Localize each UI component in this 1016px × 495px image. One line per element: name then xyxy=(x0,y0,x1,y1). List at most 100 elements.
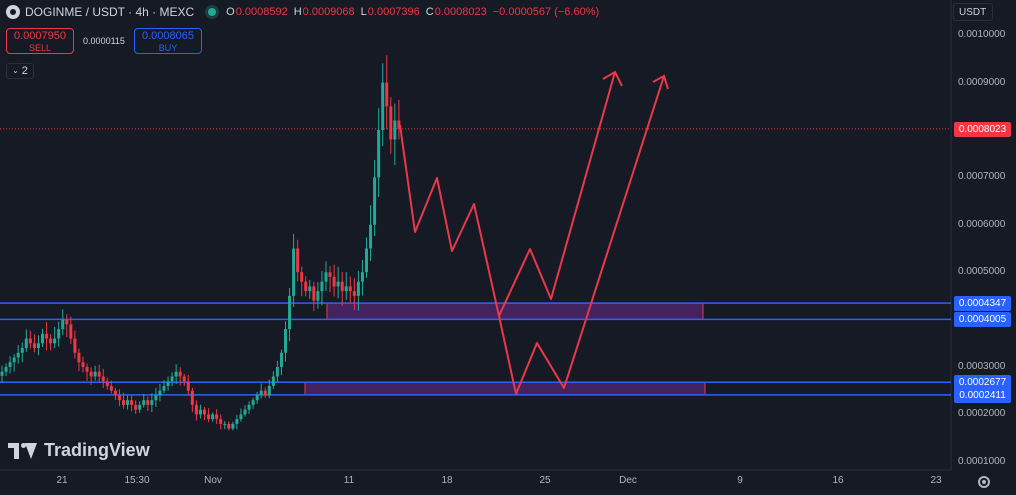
spread-value: 0.0000115 xyxy=(83,36,125,46)
close-key: C xyxy=(425,6,434,18)
trade-panel: 0.0007950 SELL 0.0000115 0.0008065 BUY xyxy=(6,28,202,54)
arrowhead-1 xyxy=(602,70,623,87)
candle xyxy=(267,385,271,396)
candle xyxy=(89,371,93,377)
candle xyxy=(227,423,231,429)
candle xyxy=(284,329,287,353)
candle xyxy=(182,376,186,382)
candle xyxy=(365,248,368,273)
candle xyxy=(194,404,198,415)
y-tick-label: 0.0003000 xyxy=(958,360,1006,372)
candle xyxy=(41,333,44,344)
candle xyxy=(373,177,377,225)
market-status-icon[interactable] xyxy=(208,8,217,16)
symbol-header: DOGINME / USDT · 4h · MEXC O0.0008592 H0… xyxy=(6,4,599,20)
candle xyxy=(4,366,8,372)
level-price-tag: 0.0002677 xyxy=(954,375,1011,391)
close-value: 0.0008023 xyxy=(434,6,487,18)
tradingview-logo-icon xyxy=(8,442,38,459)
sell-label: SELL xyxy=(28,43,52,53)
ohlc-values: O0.0008592 H0.0009068 L0.0007396 C0.0008… xyxy=(226,6,599,18)
candle xyxy=(211,414,215,420)
candle xyxy=(36,343,40,349)
gear-icon[interactable] xyxy=(978,476,990,488)
x-tick-label: 11 xyxy=(343,475,355,486)
sell-price: 0.0007950 xyxy=(14,30,66,42)
candle xyxy=(239,414,243,420)
candle xyxy=(85,366,89,372)
candle xyxy=(320,281,324,292)
candle xyxy=(69,324,73,339)
candle xyxy=(235,419,239,424)
candle xyxy=(77,352,81,363)
symbol-logo-icon xyxy=(6,5,20,19)
buy-button[interactable]: 0.0008065 BUY xyxy=(134,28,202,54)
upper-demand-zone xyxy=(326,302,704,320)
low-value: 0.0007396 xyxy=(367,6,420,18)
y-tick-label: 0.0006000 xyxy=(958,218,1006,230)
candle xyxy=(296,248,300,273)
candle xyxy=(113,390,117,396)
indicators-toggle-button[interactable]: ⌄ 2 xyxy=(6,63,34,79)
tradingview-logo[interactable]: TradingView xyxy=(8,440,150,461)
x-tick-label: Nov xyxy=(204,475,222,486)
candle xyxy=(20,348,24,353)
candle xyxy=(134,404,138,410)
candle xyxy=(332,276,336,287)
candle xyxy=(32,343,36,349)
currency-select[interactable]: USDT xyxy=(953,3,993,21)
candle xyxy=(207,414,211,420)
candle xyxy=(130,400,134,405)
candle xyxy=(304,281,308,292)
candle xyxy=(105,381,109,386)
candle xyxy=(186,381,190,391)
open-value: 0.0008592 xyxy=(235,6,288,18)
candle xyxy=(45,333,49,339)
candle xyxy=(352,291,356,296)
candle xyxy=(12,357,16,363)
candle xyxy=(16,352,20,358)
candle xyxy=(142,400,146,405)
x-tick-label: 15:30 xyxy=(124,475,150,486)
y-tick-label: 0.0009000 xyxy=(958,76,1006,88)
lower-demand-zone xyxy=(304,381,706,396)
candle xyxy=(389,106,393,140)
buy-label: BUY xyxy=(158,43,178,53)
candle xyxy=(8,362,12,367)
open-key: O xyxy=(226,6,235,18)
candle xyxy=(336,281,340,287)
symbol-title[interactable]: DOGINME / USDT · 4h · MEXC xyxy=(25,5,195,19)
y-tick-label: 0.0010000 xyxy=(958,29,1006,41)
candle xyxy=(28,338,32,344)
candle xyxy=(271,376,275,386)
currency-label: USDT xyxy=(959,7,987,18)
candle xyxy=(243,409,247,415)
candle xyxy=(219,419,223,424)
candle xyxy=(300,272,304,282)
candle xyxy=(0,371,4,376)
candle xyxy=(348,286,352,292)
sell-button[interactable]: 0.0007950 SELL xyxy=(6,28,74,54)
candle xyxy=(101,376,105,382)
candle xyxy=(65,319,69,325)
y-tick-label: 0.0002000 xyxy=(958,408,1006,420)
chevron-down-icon: ⌄ xyxy=(12,66,19,75)
level-price-tag: 0.0002411 xyxy=(954,387,1011,403)
y-tick-label: 0.0005000 xyxy=(958,266,1006,278)
candle xyxy=(247,404,251,410)
candle xyxy=(393,120,397,140)
candle xyxy=(279,352,283,367)
change-value: −0.0000567 (−6.60%) xyxy=(492,6,600,18)
candle xyxy=(162,385,166,391)
y-tick-label: 0.0007000 xyxy=(958,171,1006,183)
candle xyxy=(344,286,348,292)
high-key: H xyxy=(293,6,302,18)
candle xyxy=(146,400,150,405)
candle xyxy=(24,338,28,349)
candle xyxy=(122,400,125,405)
candle xyxy=(158,390,162,396)
candle xyxy=(203,409,206,415)
x-tick-label: 21 xyxy=(56,475,68,486)
